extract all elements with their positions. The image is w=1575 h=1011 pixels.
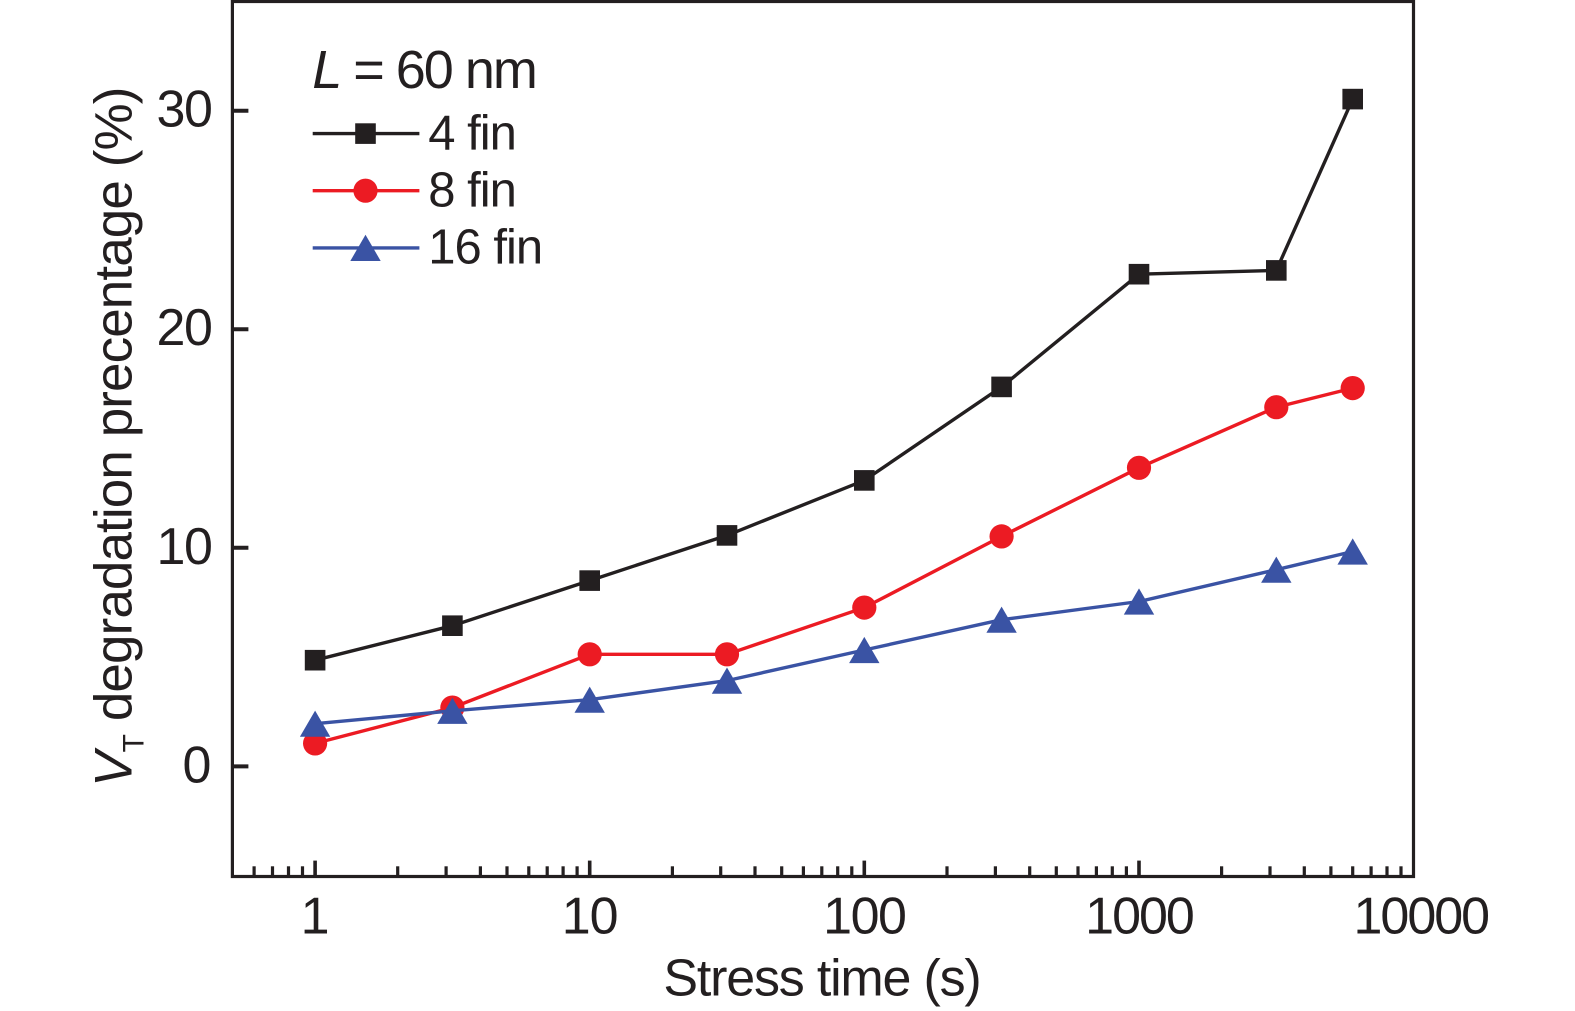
svg-text:1: 1: [301, 888, 330, 946]
svg-text:10: 10: [157, 518, 212, 576]
svg-text:16 fin: 16 fin: [428, 221, 542, 275]
svg-text:8 fin: 8 fin: [428, 164, 516, 218]
svg-text:20: 20: [157, 299, 212, 357]
svg-text:30: 30: [157, 81, 212, 139]
svg-text:10000: 10000: [1353, 888, 1488, 946]
svg-text:Stress time (s): Stress time (s): [663, 950, 980, 1008]
svg-text:1000: 1000: [1085, 888, 1193, 946]
svg-text:0: 0: [182, 736, 211, 794]
svg-text:10: 10: [562, 888, 618, 946]
svg-text:L = 60 nm: L = 60 nm: [312, 40, 536, 100]
svg-text:100: 100: [823, 888, 905, 946]
svg-text:VT degradation precentage (%): VT degradation precentage (%): [84, 88, 150, 787]
svg-text:4 fin: 4 fin: [428, 106, 516, 160]
